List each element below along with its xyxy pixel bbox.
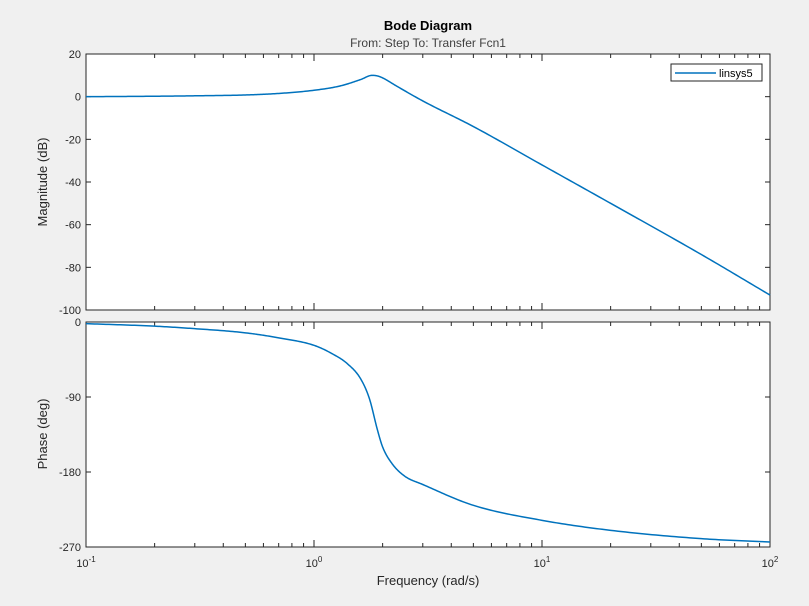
phase-series-line <box>85 322 771 543</box>
magnitude-y-ticks: 20 0 -20 -40 -60 -80 -100 <box>59 49 770 317</box>
magnitude-axes[interactable]: 20 0 -20 -40 -60 -80 -100 Magnitude (dB) <box>35 49 771 317</box>
magnitude-x-ticks <box>85 54 771 310</box>
phase-y-label: Phase (deg) <box>35 399 50 470</box>
legend-box <box>670 63 763 82</box>
x-tick-label: 101 <box>534 555 551 570</box>
legend-entry-linsys5: linsys5 <box>719 68 753 80</box>
x-tick-label: 10-1 <box>76 555 96 570</box>
phase-y-ticks: 0 -90 -180 -270 <box>59 317 770 554</box>
magnitude-y-label: Magnitude (dB) <box>35 138 50 227</box>
x-axis-label: Frequency (rad/s) <box>377 573 480 588</box>
magnitude-y-tick-label: -40 <box>65 177 81 189</box>
phase-plot-area <box>85 321 771 548</box>
magnitude-y-tick-label: -60 <box>65 220 81 232</box>
phase-y-tick-label: -180 <box>59 467 81 479</box>
magnitude-y-tick-label: -80 <box>65 262 81 274</box>
magnitude-series-line <box>85 74 771 296</box>
x-tick-label: 102 <box>762 555 779 570</box>
chart-title: Bode Diagram <box>384 18 472 33</box>
magnitude-plot-area <box>85 53 771 311</box>
magnitude-y-tick-label: 0 <box>75 92 81 104</box>
x-tick-label: 100 <box>306 555 323 570</box>
legend[interactable]: linsys5 <box>670 63 763 82</box>
phase-axes[interactable]: 0 -90 -180 -270 Phase (deg) <box>35 317 771 554</box>
magnitude-y-tick-label: -20 <box>65 134 81 146</box>
magnitude-y-tick-label: -100 <box>59 305 81 317</box>
chart-subtitle: From: Step To: Transfer Fcn1 <box>350 36 506 50</box>
phase-x-ticks <box>85 322 771 547</box>
magnitude-y-tick-label: 20 <box>69 49 81 61</box>
phase-y-tick-label: -270 <box>59 542 81 554</box>
phase-y-tick-label: -90 <box>65 392 81 404</box>
x-tick-labels: 10-1 100 101 102 <box>76 555 779 570</box>
phase-y-tick-label: 0 <box>75 317 81 329</box>
